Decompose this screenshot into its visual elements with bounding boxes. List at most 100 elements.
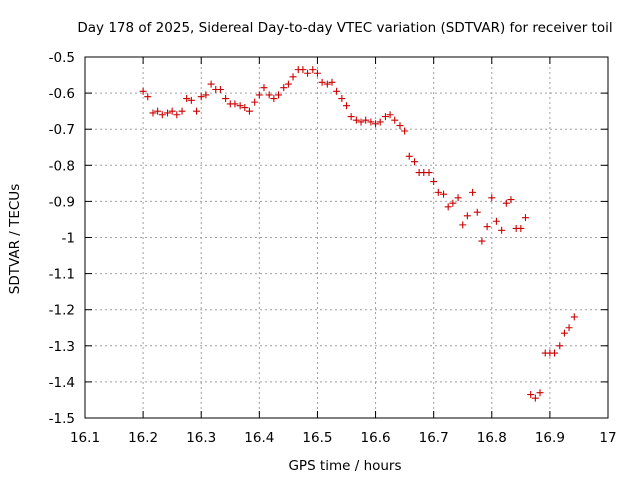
data-point [498, 226, 506, 234]
data-point [527, 391, 535, 399]
chart-title: Day 178 of 2025, Sidereal Day-to-day VTE… [77, 20, 612, 36]
data-point [488, 194, 496, 202]
data-point [299, 66, 307, 74]
data-point [207, 80, 215, 88]
x-tick-label: 16.3 [186, 430, 216, 446]
y-tick-label: -1.3 [49, 339, 75, 355]
data-point [323, 80, 331, 88]
y-tick-label: -0.8 [49, 158, 75, 174]
data-point [178, 107, 186, 115]
data-point [328, 78, 336, 86]
data-point [168, 107, 176, 115]
x-tick-label: 17 [599, 430, 616, 446]
data-point [173, 111, 181, 119]
data-point [401, 127, 409, 135]
data-point [241, 104, 249, 112]
data-point [149, 109, 157, 117]
data-point [187, 96, 195, 104]
data-point [565, 324, 573, 332]
data-point [507, 196, 515, 204]
x-tick-label: 16.5 [302, 430, 332, 446]
y-axis-label: SDTVAR / TECUs [7, 184, 23, 294]
data-point [343, 102, 350, 110]
data-point [309, 66, 317, 74]
x-tick-label: 16.7 [419, 430, 449, 446]
data-point [440, 190, 448, 198]
data-point [517, 224, 525, 232]
data-point [313, 69, 321, 77]
data-point [405, 152, 413, 160]
data-point [425, 169, 433, 177]
y-tick-label: -0.9 [49, 194, 75, 210]
data-point [231, 100, 239, 108]
data-point [144, 93, 152, 101]
data-point [202, 91, 210, 99]
data-point [352, 116, 360, 124]
data-point [338, 95, 346, 103]
data-point [216, 85, 224, 93]
data-point [444, 203, 452, 211]
data-point [260, 84, 268, 92]
x-axis-label: GPS time / hours [288, 458, 401, 474]
data-point [463, 212, 471, 220]
y-tick-label: -0.6 [49, 86, 75, 102]
data-point [521, 214, 529, 222]
data-point [560, 329, 568, 337]
y-tick-label: -1.2 [49, 303, 75, 319]
y-tick-label: -1.4 [49, 375, 75, 391]
y-tick-label: -0.5 [49, 50, 75, 66]
data-point [381, 113, 389, 121]
data-point [193, 107, 201, 115]
data-point [255, 91, 263, 99]
data-point [410, 158, 418, 166]
data-point [333, 87, 341, 95]
axis-ticks [84, 56, 609, 419]
y-tick-label: -1.5 [49, 411, 75, 427]
data-point [376, 118, 384, 126]
data-point [502, 199, 510, 207]
data-point [430, 178, 438, 186]
data-point [492, 217, 500, 225]
y-tick-label: -1.1 [49, 267, 75, 283]
data-point [318, 78, 326, 86]
data-point [280, 84, 288, 92]
data-point [265, 91, 273, 99]
plot-frame [84, 56, 609, 419]
data-point [357, 118, 365, 126]
data-point [473, 208, 481, 216]
data-point [289, 73, 297, 81]
data-point [469, 188, 477, 196]
data-point [183, 95, 191, 103]
data-point [459, 221, 467, 229]
y-tick-label: -1 [62, 231, 75, 247]
data-point [372, 120, 380, 128]
x-tick-label: 16.1 [70, 430, 100, 446]
y-tick-labels: -1.5 -1.4 -1.3 -1.2 -1.1 -1 -0.9 -0.8 -0.7 -0.6 -0… [49, 50, 75, 427]
data-point [139, 87, 147, 95]
data-point [222, 95, 230, 103]
x-tick-label: 16.9 [535, 430, 565, 446]
data-point [434, 188, 442, 196]
data-point [158, 111, 166, 119]
data-point [304, 69, 312, 77]
x-tick-label: 16.2 [128, 430, 158, 446]
data-point [454, 194, 462, 202]
x-tick-label: 16.8 [477, 430, 507, 446]
y-tick-label: -0.7 [49, 122, 75, 138]
data-point [449, 199, 457, 207]
data-point [531, 394, 539, 402]
data-point [483, 223, 491, 231]
grid-lines [85, 57, 608, 418]
data-point [396, 122, 404, 130]
x-tick-label: 16.4 [244, 430, 274, 446]
data-point [536, 389, 544, 397]
data-point [251, 98, 259, 106]
data-point [236, 102, 244, 110]
data-point [275, 91, 283, 99]
data-point [154, 107, 162, 115]
data-point [347, 113, 355, 121]
data-point [570, 313, 578, 321]
data-point [164, 109, 172, 117]
data-point [284, 80, 292, 88]
